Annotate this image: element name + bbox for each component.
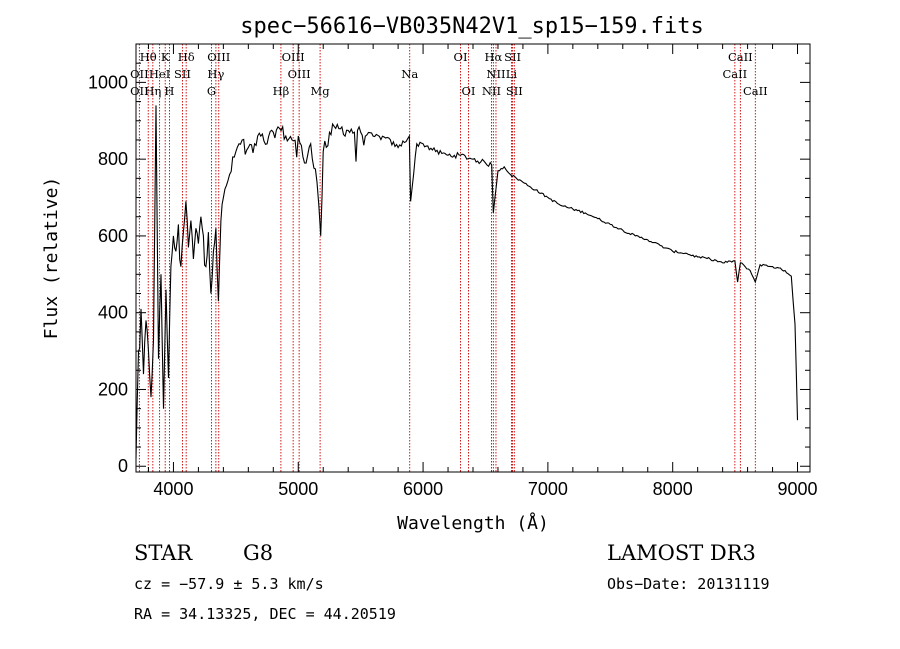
line-label-20: SII: [504, 50, 521, 64]
y-tick-label-1: 200: [98, 379, 128, 399]
x-tick-label-1: 5000: [278, 479, 318, 499]
line-label-0: Hθ: [140, 50, 157, 64]
line-label-15: Mg: [311, 84, 331, 98]
coordinates: RA = 34.13325, DEC = 44.20519: [134, 605, 396, 623]
line-label-8: Hδ: [178, 50, 195, 64]
line-label-3: OII: [130, 84, 149, 98]
object-class: STAR: [134, 541, 193, 565]
line-label-14: Hβ: [273, 84, 290, 98]
y-axis-label: Flux (relative): [41, 177, 62, 340]
x-tick-label-2: 6000: [403, 479, 443, 499]
line-label-27: CaII: [743, 84, 768, 98]
line-label-22: Li: [506, 67, 518, 81]
line-label-1: OII: [130, 67, 149, 81]
line-label-24: SII: [506, 84, 523, 98]
line-label-18: OI: [462, 84, 476, 98]
line-label-23: NII: [482, 84, 501, 98]
survey-name: LAMOST DR3: [607, 541, 756, 565]
x-tick-label-3: 7000: [528, 479, 568, 499]
line-label-9: OIII: [207, 50, 230, 64]
line-label-16: Na: [401, 67, 418, 81]
line-label-26: CaII: [722, 67, 747, 81]
x-axis: 4000 5000 6000 7000 8000 9000: [147, 44, 818, 499]
line-label-21: NII: [486, 67, 505, 81]
line-label-7: SII: [174, 67, 191, 81]
chart-title: spec−56616−VB035N42V1_sp15−159.fits: [240, 14, 704, 39]
x-tick-label-5: 9000: [777, 479, 817, 499]
x-tick-label-0: 4000: [153, 479, 193, 499]
y-tick-label-2: 400: [98, 303, 128, 323]
y-tick-label-3: 600: [98, 226, 128, 246]
line-label-2: HeI: [149, 67, 170, 81]
line-label-13: OIII: [288, 67, 311, 81]
line-label-12: OIII: [282, 50, 305, 64]
y-tick-label-5: 1000: [88, 72, 128, 92]
line-label-25: CaII: [728, 50, 753, 64]
line-label-11: G: [207, 84, 216, 98]
observation-date: Obs−Date: 20131119: [607, 575, 770, 593]
redshift-cz: cz = −57.9 ± 5.3 km/s: [134, 575, 324, 593]
line-label-19: Hα: [484, 50, 502, 64]
y-axis: 0 200 400 600 800 1000: [88, 62, 810, 476]
line-label-17: OI: [454, 50, 468, 64]
line-label-10: Hγ: [207, 67, 224, 81]
x-tick-label-4: 8000: [653, 479, 693, 499]
emission-line-markers: [138, 44, 756, 472]
x-axis-label: Wavelength (Å): [397, 512, 549, 534]
line-label-4: Hη: [144, 84, 161, 98]
y-tick-label-0: 0: [118, 456, 128, 476]
y-tick-label-4: 800: [98, 149, 128, 169]
line-label-6: H: [164, 84, 174, 98]
object-subclass: G8: [243, 541, 273, 565]
spectrum-series-line: [135, 105, 799, 459]
line-label-5: K: [161, 50, 170, 64]
